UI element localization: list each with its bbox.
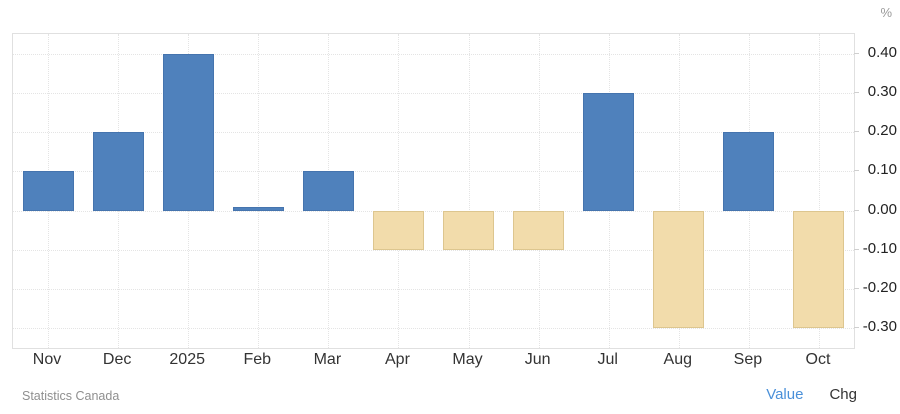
- y-axis-tick-label: 0.20: [867, 122, 897, 140]
- y-axis-tick: [854, 91, 859, 93]
- vertical-gridline: [258, 34, 260, 348]
- horizontal-gridline: [13, 210, 854, 212]
- bar-sep[interactable]: [723, 132, 775, 211]
- value-toggle-link[interactable]: Value: [766, 386, 804, 403]
- vertical-gridline: [678, 34, 680, 348]
- y-axis-unit-label: %: [880, 5, 892, 20]
- y-axis-tick-label: 0.40: [867, 43, 897, 61]
- y-axis-tick: [854, 248, 859, 250]
- x-axis-tick-label: Sep: [733, 351, 763, 368]
- y-axis-tick: [854, 288, 859, 290]
- horizontal-gridline: [13, 328, 854, 330]
- bar-aug[interactable]: [653, 210, 705, 329]
- bar-may[interactable]: [443, 210, 495, 250]
- bar-feb[interactable]: [232, 206, 284, 211]
- x-axis-tick-label: Apr: [385, 351, 410, 368]
- x-axis-tick-label: Dec: [102, 351, 132, 368]
- y-axis-tick-label: -0.20: [862, 279, 897, 297]
- y-axis-tick-label: 0.00: [867, 200, 897, 218]
- vertical-gridline: [538, 34, 540, 348]
- horizontal-gridline: [13, 92, 854, 94]
- y-axis-tick-label: 0.10: [867, 161, 897, 179]
- y-axis-tick-label: 0.30: [867, 82, 897, 100]
- bar-2025[interactable]: [162, 53, 214, 211]
- x-axis-tick-label: 2025: [169, 351, 205, 368]
- y-axis-tick: [854, 327, 859, 329]
- source-link[interactable]: Statistics Canada: [22, 389, 120, 403]
- plot-area: [12, 33, 855, 349]
- bar-jul[interactable]: [583, 92, 635, 211]
- y-axis-tick: [854, 209, 859, 211]
- bar-oct[interactable]: [793, 210, 845, 329]
- horizontal-gridline: [13, 249, 854, 251]
- horizontal-gridline: [13, 289, 854, 291]
- vertical-gridline: [468, 34, 470, 348]
- x-axis-tick-label: Oct: [805, 351, 831, 368]
- x-axis-tick-label: Mar: [313, 351, 342, 368]
- bar-jun[interactable]: [513, 210, 565, 250]
- footer-toggle-links: Value Chg: [766, 386, 857, 403]
- vertical-gridline: [818, 34, 820, 348]
- bar-mar[interactable]: [302, 171, 354, 211]
- x-axis-tick-label: Nov: [32, 351, 62, 368]
- x-axis-tick-label: Feb: [243, 351, 272, 368]
- y-axis-tick: [854, 170, 859, 172]
- chg-toggle-link[interactable]: Chg: [829, 386, 857, 403]
- x-axis-tick-label: Jul: [597, 351, 618, 368]
- x-axis-tick-label: Jun: [524, 351, 551, 368]
- x-axis-tick-label: Aug: [663, 351, 693, 368]
- horizontal-gridline: [13, 171, 854, 173]
- bar-apr[interactable]: [372, 210, 424, 250]
- y-axis-tick-label: -0.30: [862, 318, 897, 336]
- bar-dec[interactable]: [92, 132, 144, 211]
- vertical-gridline: [398, 34, 400, 348]
- y-axis-tick: [854, 52, 859, 54]
- horizontal-gridline: [13, 53, 854, 55]
- x-axis-tick-label: May: [452, 351, 483, 368]
- bar-nov[interactable]: [22, 171, 74, 211]
- y-axis-tick: [854, 131, 859, 133]
- y-axis-tick-label: -0.10: [862, 239, 897, 257]
- horizontal-gridline: [13, 132, 854, 134]
